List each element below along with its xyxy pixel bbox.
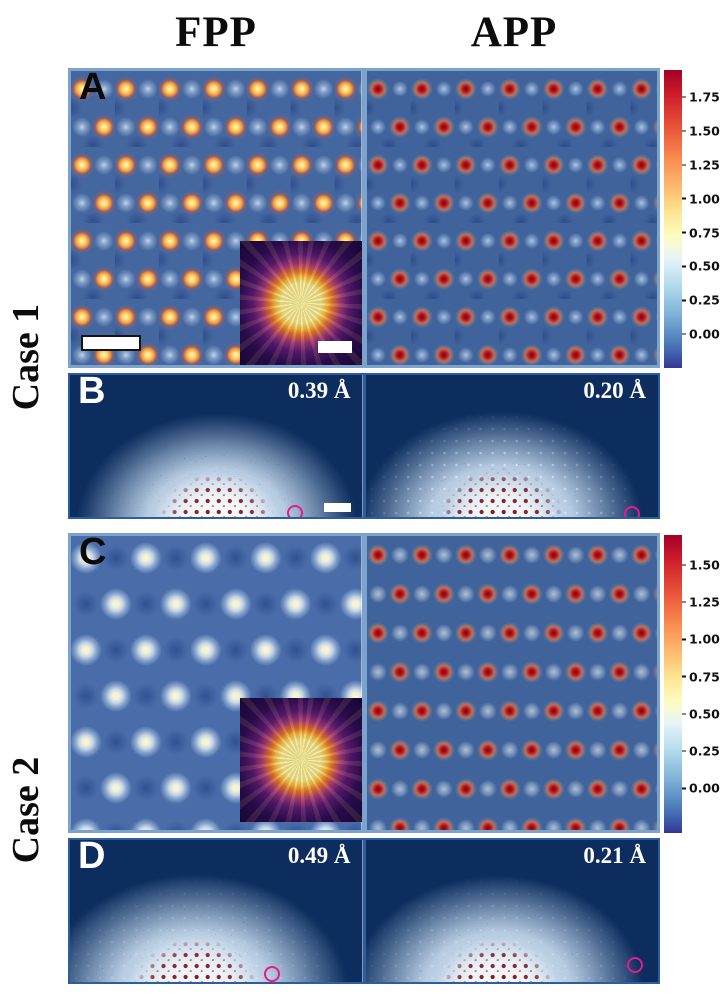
panel-b-fpp-image: B 0.39 Å	[70, 375, 363, 517]
panel-a-realspace: A	[68, 68, 660, 368]
colorbar-tick: 0.00	[682, 327, 720, 342]
colorbar-tick-mark	[682, 197, 686, 200]
panel-divider	[361, 71, 367, 365]
colorbar-tick: 0.75	[682, 225, 720, 240]
colorbar-tick-mark	[682, 601, 686, 603]
panel-d-app-image: 0.21 Å	[365, 840, 658, 982]
panel-a-app-image	[366, 71, 657, 365]
colorbar-ticks-case1: 1.75 1.50 1.25 1.00 0.75 0.50 0.25 0.00	[682, 70, 720, 368]
colorbar-tick: 1.75	[682, 90, 720, 105]
colorbar-tick-mark	[682, 638, 686, 641]
colorbar-tick-mark	[682, 750, 686, 752]
colorbar-tick-label: 1.00	[689, 631, 720, 647]
app-case2-diffraction-image	[365, 840, 658, 982]
colorbar-tick-label: 1.50	[689, 557, 720, 573]
colorbar-tick: 0.25	[682, 293, 720, 308]
colorbar-tick-label: 1.50	[689, 123, 720, 139]
fpp-case1-diffraction-image	[70, 375, 363, 517]
colorbar-tick: 1.25	[682, 157, 720, 172]
colorbar-tick: 0.75	[682, 669, 720, 684]
colorbar-tick: 0.50	[682, 259, 720, 274]
panel-divider	[362, 840, 366, 982]
resolution-label-fpp-case2: 0.49 Å	[287, 843, 351, 868]
colorbar-gradient-case2	[664, 535, 682, 833]
scale-bar-panel-a	[81, 335, 141, 351]
colorbar-tick: 0.25	[682, 744, 720, 759]
colorbar-tick-mark	[682, 96, 686, 98]
colorbar-tick-mark	[682, 675, 686, 678]
app-case2-lattice-image	[366, 536, 657, 830]
panel-label-d: D	[78, 840, 106, 877]
information-limit-circle	[264, 966, 280, 982]
colorbar-tick: 1.00	[682, 632, 720, 647]
colorbar-tick-label: 0.50	[689, 706, 720, 722]
panel-c-fpp-image: C	[71, 536, 362, 830]
row-label-case1: Case 1	[5, 303, 47, 411]
app-case1-diffraction-image	[365, 375, 658, 517]
information-limit-circle	[623, 506, 640, 517]
colorbar-tick-label: 0.75	[689, 225, 720, 241]
colorbar-tick-mark	[682, 333, 686, 335]
panel-b-app-image: 0.20 Å	[365, 375, 658, 517]
colorbar-tick-label: 1.25	[689, 594, 720, 610]
colorbar-tick-label: 1.25	[689, 157, 720, 173]
colorbar-tick-label: 0.25	[689, 292, 720, 308]
colorbar-tick-label: 0.50	[689, 258, 720, 274]
information-limit-circle	[626, 957, 643, 973]
colorbar-case2: 1.50 1.25 1.00 0.75 0.50 0.25 0.00	[664, 535, 720, 833]
app-case1-lattice-image	[366, 71, 657, 365]
scale-bar-panel-b	[323, 503, 351, 512]
colorbar-tick-label: 0.75	[689, 669, 720, 685]
resolution-label-app-case2: 0.21 Å	[583, 843, 646, 868]
inset-scale-bar	[317, 341, 352, 353]
colorbar-tick-mark	[682, 713, 686, 715]
colorbar-tick: 1.50	[682, 123, 720, 138]
panel-c-realspace: C	[68, 533, 660, 833]
colorbar-tick-label: 0.25	[689, 743, 720, 759]
column-header-app: APP	[470, 8, 558, 56]
probe-inset-case2	[239, 698, 362, 822]
panel-divider	[362, 375, 366, 517]
colorbar-case1: 1.75 1.50 1.25 1.00 0.75 0.50 0.25 0.00	[664, 70, 720, 368]
panel-a-fpp-image: A	[71, 71, 362, 365]
panel-d-fpp-image: D 0.49 Å	[70, 840, 363, 982]
colorbar-tick: 1.50	[682, 557, 720, 572]
panel-label-c: C	[79, 536, 107, 573]
colorbar-tick: 0.50	[682, 706, 720, 721]
panel-label-a: A	[79, 71, 107, 108]
colorbar-tick-mark	[682, 299, 686, 302]
panel-divider	[361, 536, 367, 830]
row-label-case2: Case 2	[5, 756, 47, 864]
fpp-case2-diffraction-image	[70, 840, 363, 982]
colorbar-tick-mark	[682, 164, 686, 166]
colorbar-tick: 1.25	[682, 595, 720, 610]
panel-d-diffraction: D 0.49 Å 0.21 Å	[68, 838, 660, 984]
colorbar-tick-mark	[682, 231, 686, 234]
probe-inset-case1	[239, 241, 362, 365]
information-limit-circle	[287, 505, 303, 517]
colorbar-tick-label: 1.75	[689, 89, 720, 105]
colorbar-tick-mark	[682, 265, 686, 268]
colorbar-ticks-case2: 1.50 1.25 1.00 0.75 0.50 0.25 0.00	[682, 535, 720, 833]
colorbar-tick-label: 1.00	[689, 191, 720, 207]
colorbar-tick-label: 0.00	[689, 780, 720, 796]
panel-b-diffraction: B 0.39 Å 0.20 Å	[68, 373, 660, 519]
column-header-fpp: FPP	[175, 8, 257, 56]
colorbar-gradient-case1	[664, 70, 682, 368]
resolution-label-app-case1: 0.20 Å	[583, 378, 646, 403]
colorbar-tick-mark	[682, 564, 686, 566]
panel-c-app-image	[366, 536, 657, 830]
panel-label-b: B	[78, 375, 106, 412]
fpp-case1-lattice-image	[71, 71, 362, 365]
colorbar-tick: 1.00	[682, 191, 720, 206]
colorbar-tick-label: 0.00	[689, 326, 720, 342]
colorbar-tick-mark	[682, 787, 686, 790]
resolution-label-fpp-case1: 0.39 Å	[287, 378, 351, 403]
colorbar-tick-mark	[682, 130, 686, 132]
colorbar-tick: 0.00	[682, 781, 720, 796]
